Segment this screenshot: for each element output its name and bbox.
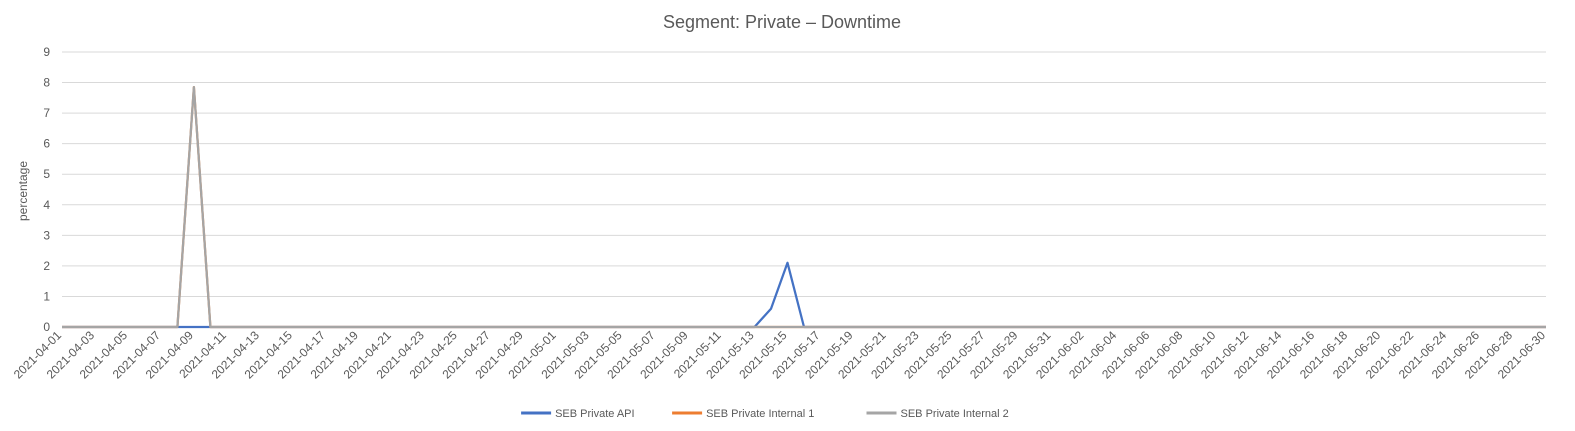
x-tick-labels: 2021-04-012021-04-032021-04-052021-04-07… <box>11 328 1549 382</box>
y-tick-label: 9 <box>43 45 50 59</box>
series-line-3 <box>62 85 1546 329</box>
legend-label-3: SEB Private Internal 2 <box>901 408 1009 420</box>
legend-label-2: SEB Private Internal 1 <box>706 408 814 420</box>
y-tick-label: 2 <box>43 259 50 273</box>
series-line-2 <box>62 85 1546 329</box>
y-tick-label: 4 <box>43 198 50 212</box>
chart-title: Segment: Private – Downtime <box>663 12 901 32</box>
y-tick-labels: 0 1 2 3 4 5 6 7 8 9 <box>43 45 50 334</box>
gridlines <box>62 51 1546 328</box>
legend: SEB Private API SEB Private Internal 1 SEB… <box>521 408 1009 420</box>
y-tick-label: 6 <box>43 137 50 151</box>
y-tick-label: 1 <box>43 289 50 303</box>
series-line-1 <box>62 261 1546 329</box>
series-lines <box>62 85 1546 329</box>
y-tick-label: 3 <box>43 228 50 242</box>
legend-label-1: SEB Private API <box>555 408 634 420</box>
y-tick-label: 0 <box>43 320 50 334</box>
y-tick-label: 5 <box>43 167 50 181</box>
y-axis-label: percentage <box>16 161 30 221</box>
y-tick-label: 8 <box>43 76 50 90</box>
y-tick-label: 7 <box>43 106 50 120</box>
